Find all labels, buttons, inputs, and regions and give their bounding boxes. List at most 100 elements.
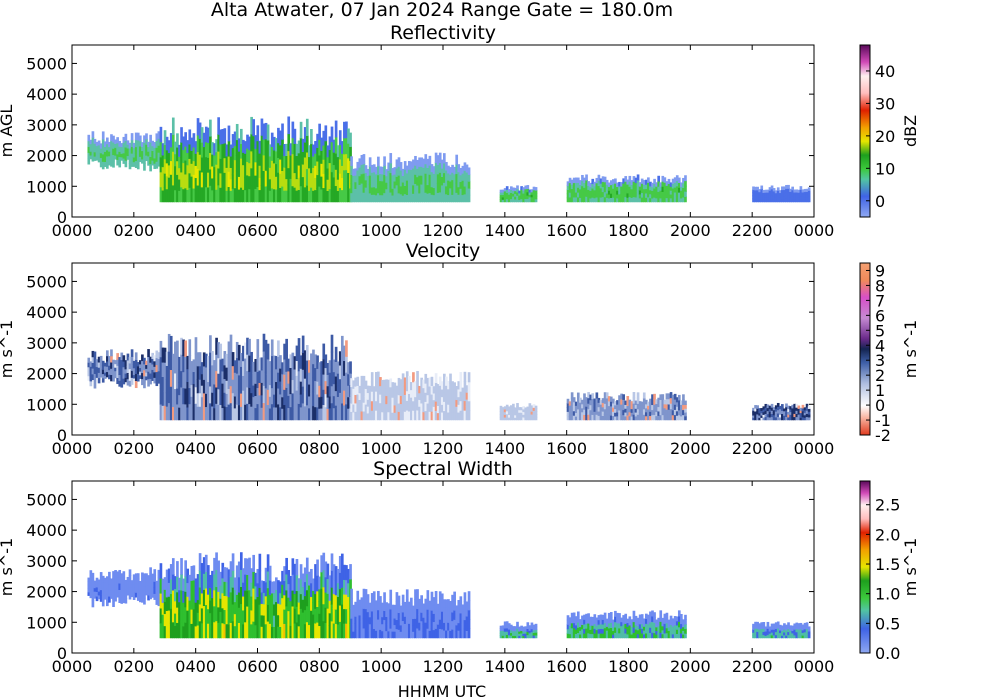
echo-cell <box>99 355 103 361</box>
echo-cell <box>122 378 126 385</box>
echo-cell <box>217 575 220 592</box>
echo-cell <box>614 408 617 413</box>
echo-cell <box>136 589 140 596</box>
echo-cell <box>457 630 461 639</box>
echo-cell <box>97 590 101 596</box>
echo-cell <box>438 609 442 620</box>
echo-cell <box>568 401 572 406</box>
echo-cell <box>518 631 521 634</box>
echo-cell <box>194 141 198 154</box>
echo-cell <box>432 194 436 203</box>
echo-cell <box>583 177 586 184</box>
echo-cell <box>93 156 97 161</box>
echo-cell <box>570 392 574 399</box>
echo-cell <box>225 155 229 168</box>
echo-cell <box>772 634 776 639</box>
echo-cell <box>632 176 636 182</box>
echo-cell <box>303 127 307 143</box>
echo-cell <box>766 634 770 639</box>
echo-cell <box>334 594 338 610</box>
echo-cell <box>601 176 605 182</box>
echo-cell <box>772 632 776 636</box>
echo-cell <box>207 186 210 203</box>
echo-cell <box>403 185 407 195</box>
echo-cell <box>182 371 185 389</box>
echo-cell <box>254 175 258 189</box>
echo-cell <box>87 371 91 377</box>
echo-cell <box>758 191 762 195</box>
echo-cell <box>242 189 245 203</box>
echo-cell <box>289 367 293 382</box>
echo-cell <box>587 618 590 624</box>
echo-cell <box>451 611 454 622</box>
echo-cell <box>385 379 388 389</box>
echo-cell <box>336 373 340 386</box>
echo-cell <box>428 608 432 617</box>
echo-cell <box>314 608 317 624</box>
echo-cell <box>231 553 235 571</box>
echo-cell <box>343 404 346 421</box>
echo-cell <box>221 407 225 421</box>
echo-cell <box>649 189 652 195</box>
echo-cell <box>95 145 99 150</box>
echo-cell <box>258 382 262 396</box>
echo-cell <box>285 573 288 591</box>
echo-cell <box>630 633 634 639</box>
echo-cell <box>389 172 393 183</box>
echo-cell <box>103 586 107 592</box>
echo-cell <box>434 382 438 393</box>
echo-cell <box>283 623 286 639</box>
echo-cell <box>653 187 656 194</box>
echo-cell <box>250 623 253 639</box>
echo-cell <box>783 195 786 200</box>
echo-cell <box>285 605 288 623</box>
echo-cell <box>505 621 509 626</box>
echo-cell <box>128 153 132 159</box>
echo-cell <box>347 408 350 421</box>
echo-cell <box>108 155 111 161</box>
echo-cell <box>574 408 578 414</box>
echo-cell <box>343 360 346 376</box>
echo-cell <box>354 623 358 632</box>
echo-cell <box>128 569 132 576</box>
echo-cell <box>227 388 231 405</box>
echo-cell <box>781 192 784 197</box>
echo-cell <box>640 628 644 634</box>
echo-cell <box>182 578 185 591</box>
echo-cell <box>395 159 399 169</box>
echo-cell <box>772 198 776 203</box>
echo-cell <box>130 586 134 591</box>
echo-cell <box>520 632 523 636</box>
echo-cell <box>509 189 513 194</box>
echo-cell <box>793 634 797 639</box>
echo-cell <box>370 628 374 639</box>
echo-cell <box>512 628 515 632</box>
echo-cell <box>412 624 415 632</box>
echo-cell <box>603 622 607 629</box>
echo-cell <box>599 633 603 639</box>
echo-cell <box>149 367 152 374</box>
echo-cell <box>303 391 307 407</box>
echo-cell <box>438 411 442 421</box>
echo-cell <box>778 197 782 200</box>
echo-cell <box>583 633 586 639</box>
echo-cell <box>252 588 256 606</box>
echo-cell <box>605 626 609 631</box>
echo-cell <box>399 605 403 613</box>
echo-cell <box>138 580 142 586</box>
echo-cell <box>256 355 260 372</box>
echo-cell <box>343 579 346 595</box>
echo-cell <box>167 189 171 203</box>
echo-cell <box>534 411 538 415</box>
echo-cell <box>599 415 603 421</box>
echo-cell <box>632 408 636 415</box>
echo-cell <box>262 402 266 421</box>
echo-cell <box>522 414 526 418</box>
echo-cell <box>616 612 619 619</box>
echo-cell <box>336 384 340 397</box>
echo-cell <box>377 609 380 620</box>
echo-cell <box>198 154 202 171</box>
echo-cell <box>426 377 430 387</box>
echo-cell <box>591 409 595 415</box>
echo-cell <box>364 388 368 397</box>
